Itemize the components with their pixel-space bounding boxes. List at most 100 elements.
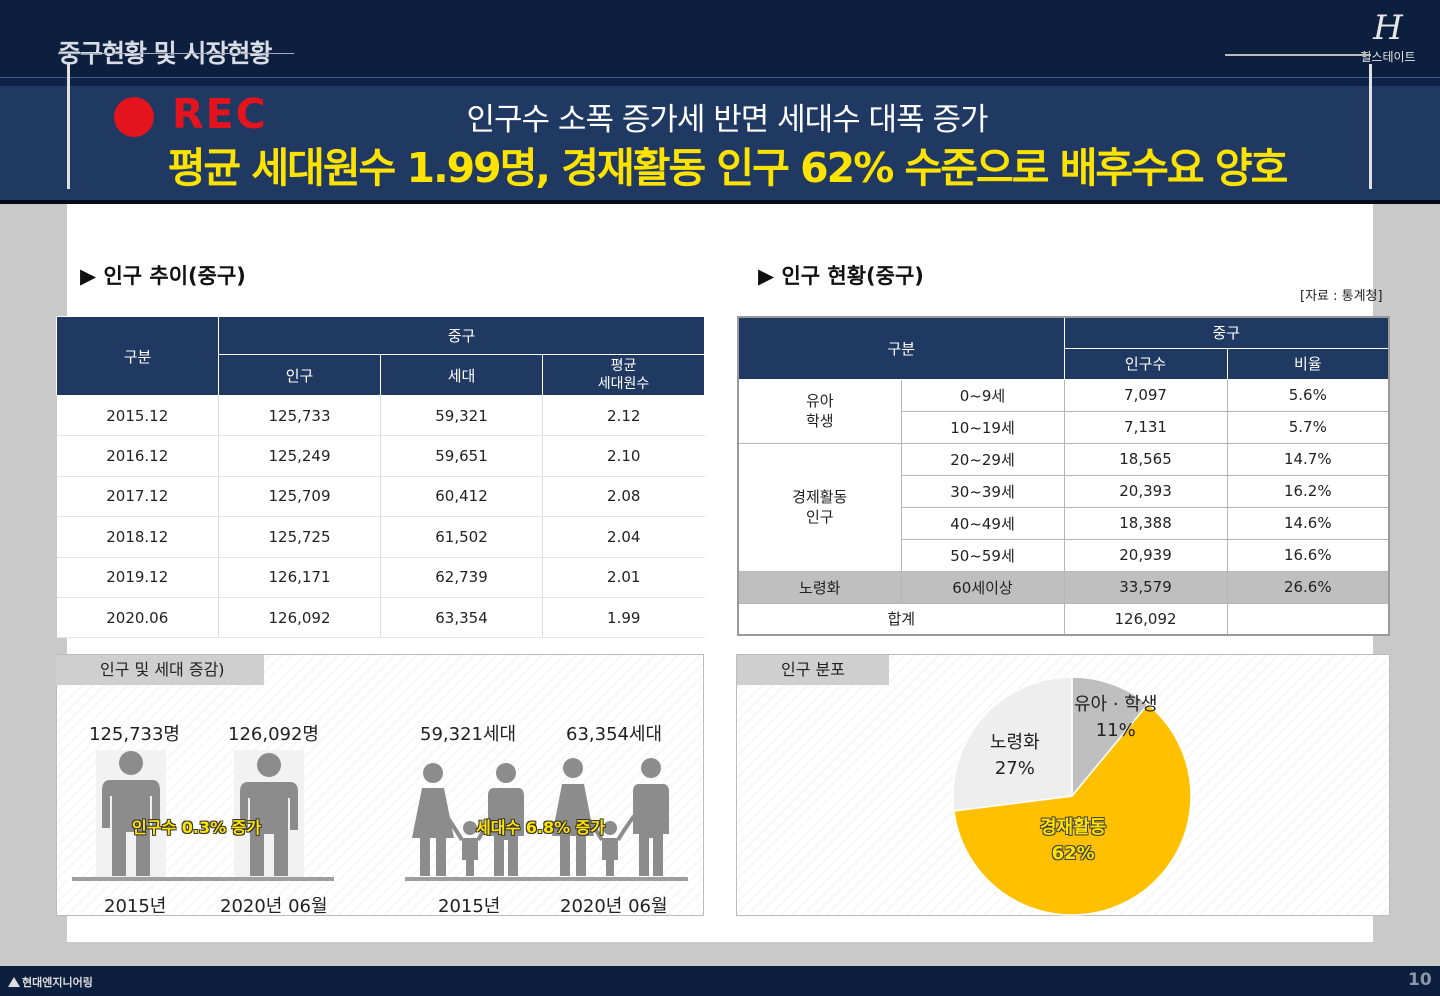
data-source-note: [자료 : 통계청] <box>1300 289 1383 304</box>
group-economically-active: 경제활동 인구 <box>737 442 902 572</box>
status-header-junggu: 중구 <box>1063 316 1390 349</box>
header-category: 구분 <box>56 316 219 396</box>
row-ratio: 5.7% <box>1226 410 1390 444</box>
population-trend-table: 구분 중구 인구 세대 평균 세대원수 2015.12 125,733 59,321… <box>56 316 706 639</box>
households-change-label: 세대수 6.8% 증가 <box>476 818 606 837</box>
pie-label-active-value: 62% <box>1051 843 1095 864</box>
table-row: 2020.06 126,092 63,354 1.99 <box>56 597 705 639</box>
year-2015-label-households: 2015년 <box>438 896 501 917</box>
total-label: 합계 <box>737 602 1065 636</box>
population-trend-title: ▶ 인구 추이(중구) <box>80 264 246 288</box>
population-2020-value: 126,092명 <box>228 724 319 745</box>
table-row: 경제활동 인구 20~29세 18,565 14.7% <box>737 442 1390 572</box>
row-date: 2019.12 <box>56 557 219 598</box>
section-title-strike-line <box>58 53 294 54</box>
ground-line-population <box>72 877 334 881</box>
footer-company-name: 현대엔지니어링 <box>22 976 93 989</box>
row-population: 126,171 <box>218 557 381 598</box>
aging-row: 노령화 60세이상 33,579 26.6% <box>737 570 1390 604</box>
row-households: 59,651 <box>380 435 543 477</box>
row-avg: 1.99 <box>542 597 705 639</box>
row-age: 10~19세 <box>900 410 1065 444</box>
footer-company-logo: 현대엔지니어링 <box>8 974 93 990</box>
pie-label-active-name: 경재활동 <box>1040 817 1107 838</box>
total-ratio <box>1226 602 1390 636</box>
logo-divider <box>1225 54 1371 56</box>
header-avg-household-size: 평균 세대원수 <box>541 354 706 396</box>
headline-banner <box>0 86 1440 200</box>
person-2015-icon <box>96 750 166 878</box>
population-status-title: ▶ 인구 현황(중구) <box>758 264 924 288</box>
row-population: 20,393 <box>1063 474 1228 508</box>
aging-population: 33,579 <box>1063 570 1228 604</box>
total-row: 합계 126,092 <box>737 602 1390 636</box>
brand-logo-text: 힐스테이트 <box>1360 50 1416 64</box>
row-households: 60,412 <box>380 476 543 518</box>
row-ratio: 16.6% <box>1226 538 1390 572</box>
brand-logo-mark: H <box>1373 8 1403 48</box>
row-population: 18,565 <box>1063 442 1228 476</box>
aging-ratio: 26.6% <box>1226 570 1390 604</box>
headline-subtitle: 인구수 소폭 증가세 반면 세대수 대폭 증가 <box>466 102 989 138</box>
company-triangle-icon <box>8 977 20 987</box>
population-distribution-pie <box>952 676 1192 916</box>
table-row: 50~59세 20,939 16.6% <box>738 538 1390 572</box>
row-age: 40~49세 <box>900 506 1065 540</box>
row-households: 59,321 <box>380 395 543 437</box>
row-population: 7,131 <box>1063 410 1228 444</box>
population-change-label: 인구수 0.3% 증가 <box>132 818 262 837</box>
banner-frame-left <box>67 64 70 189</box>
pie-panel-tag: 인구 분포 <box>737 655 889 685</box>
table-row: 유아 학생 0~9세 7,097 5.6% <box>737 378 1390 444</box>
pie-label-youth-name: 유아 · 학생 <box>1074 694 1158 715</box>
trend-rows: 2015.12 125,733 59,321 2.12 2016.12 125,249 5… <box>56 395 705 639</box>
row-avg: 2.08 <box>542 476 705 518</box>
table-row: 10~19세 7,131 5.7% <box>738 410 1390 444</box>
header-junggu: 중구 <box>217 316 706 355</box>
pie-label-youth-value: 11% <box>1095 720 1136 741</box>
status-header-ratio: 비율 <box>1226 347 1390 380</box>
pie-label-youth: 유아 · 학생 11% <box>1074 692 1157 744</box>
family-2015-icon <box>412 763 524 876</box>
row-avg: 2.10 <box>542 435 705 477</box>
pie-slice-0 <box>1071 676 1149 799</box>
ground-line-households <box>405 877 688 881</box>
aging-label: 노령화 <box>737 570 902 604</box>
headline: 평균 세대원수 1.99명, 경재활동 인구 62% 수준으로 배후수요 양호 <box>167 144 1289 192</box>
table-row: 2016.12 125,249 59,651 2.10 <box>56 435 705 477</box>
row-population: 125,709 <box>218 476 381 518</box>
table-row: 2015.12 125,733 59,321 2.12 <box>56 395 705 437</box>
aging-age: 60세이상 <box>900 570 1065 604</box>
section-title: 중구현황 및 시장현황 <box>58 39 272 68</box>
row-ratio: 14.7% <box>1226 442 1390 476</box>
row-date: 2016.12 <box>56 435 219 477</box>
row-population: 125,249 <box>218 435 381 477</box>
row-age: 0~9세 <box>900 378 1065 412</box>
row-households: 61,502 <box>380 516 543 558</box>
pie-label-active: 경재활동 62% <box>1040 815 1106 867</box>
table-row: 40~49세 18,388 14.6% <box>738 506 1390 540</box>
person-2020-icon <box>234 750 304 878</box>
row-date: 2017.12 <box>56 476 219 518</box>
row-age: 30~39세 <box>900 474 1065 508</box>
group-youth: 유아 학생 <box>737 378 902 444</box>
row-ratio: 5.6% <box>1226 378 1390 412</box>
table-row: 2017.12 125,709 60,412 2.08 <box>56 476 705 518</box>
row-date: 2015.12 <box>56 395 219 437</box>
row-date: 2020.06 <box>56 597 219 639</box>
row-ratio: 14.6% <box>1226 506 1390 540</box>
table-row: 2019.12 126,171 62,739 2.01 <box>56 557 705 598</box>
rec-label: REC <box>172 90 268 138</box>
row-avg: 2.04 <box>542 516 705 558</box>
pie-label-aging-name: 노령화 <box>990 732 1040 753</box>
row-population: 20,939 <box>1063 538 1228 572</box>
row-population: 125,733 <box>218 395 381 437</box>
row-avg: 2.12 <box>542 395 705 437</box>
year-2015-label: 2015년 <box>104 896 167 917</box>
row-households: 63,354 <box>380 597 543 639</box>
pie-slice-2 <box>952 676 1073 812</box>
rec-dot-icon <box>114 97 154 137</box>
table-row: 2018.12 125,725 61,502 2.04 <box>56 516 705 558</box>
row-ratio: 16.2% <box>1226 474 1390 508</box>
pie-label-aging-value: 27% <box>994 758 1035 779</box>
